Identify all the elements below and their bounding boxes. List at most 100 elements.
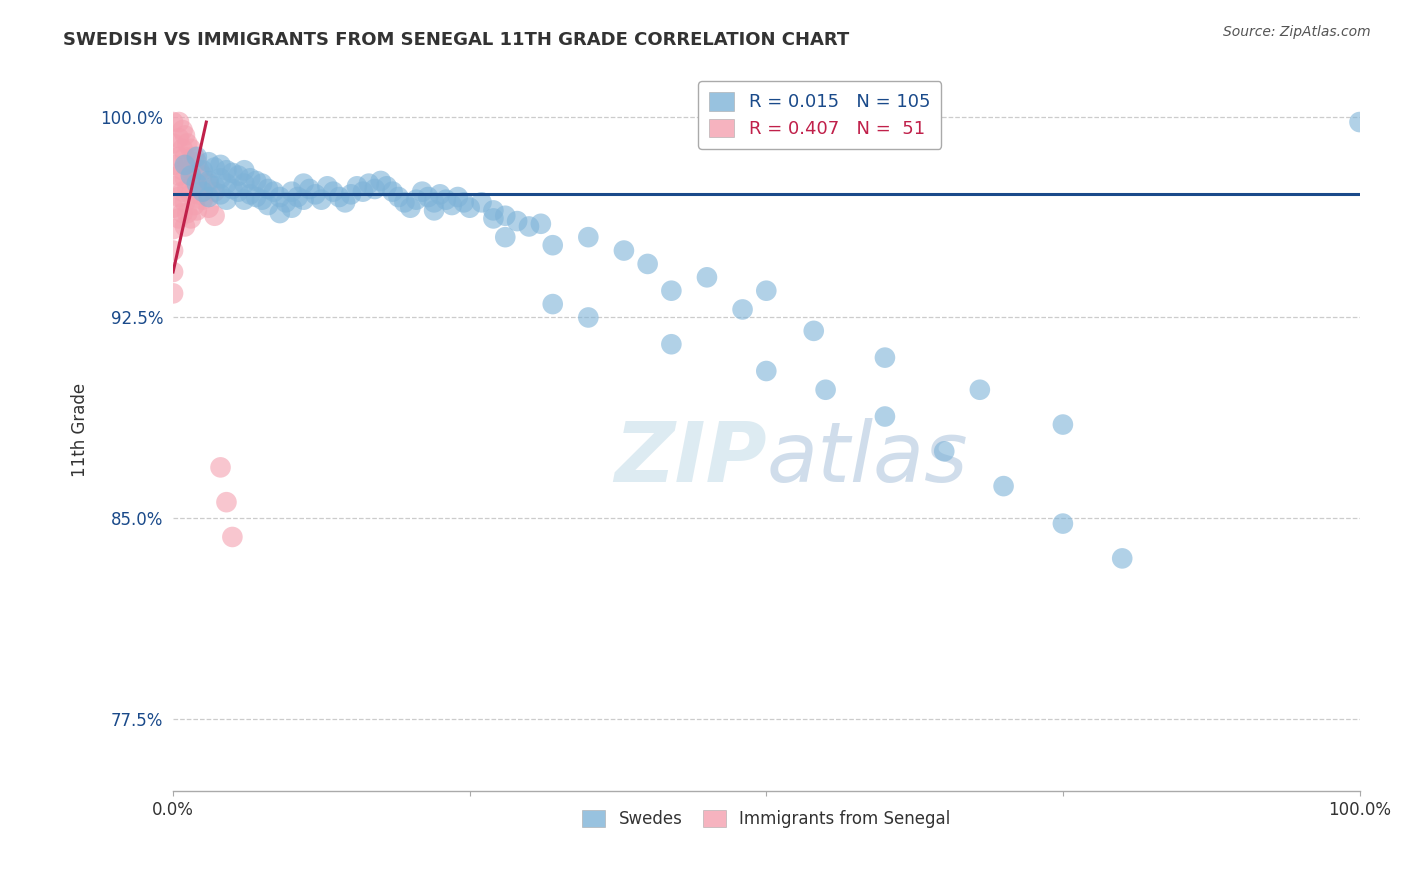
Point [292,193,315,207]
Point [197,155,219,169]
Point [394,195,416,210]
Point [186,203,208,218]
Point [167,190,190,204]
Point [333,195,356,210]
Point [233,163,256,178]
Y-axis label: 11th Grade: 11th Grade [72,383,89,477]
Point [172,123,194,137]
Point [221,166,243,180]
Point [167,169,190,183]
Point [176,182,198,196]
Point [186,155,208,169]
Point [221,530,243,544]
Point [287,190,309,204]
Point [162,244,184,258]
Point [576,310,599,325]
Point [399,201,422,215]
Point [239,187,262,202]
Point [661,284,683,298]
Point [269,206,291,220]
Point [530,217,553,231]
Point [482,203,505,218]
Point [423,203,446,218]
Point [180,142,202,156]
Point [245,174,267,188]
Point [1348,115,1371,129]
Point [215,177,238,191]
Point [405,193,427,207]
Point [470,195,492,210]
Point [814,383,837,397]
Point [180,163,202,178]
Point [239,171,262,186]
Point [755,364,778,378]
Point [172,142,194,156]
Point [221,182,243,196]
Point [494,209,516,223]
Point [197,190,219,204]
Point [375,179,398,194]
Point [228,185,250,199]
Point [167,115,190,129]
Point [191,169,214,183]
Point [541,297,564,311]
Point [340,187,363,202]
Point [993,479,1015,493]
Point [204,209,226,223]
Point [176,158,198,172]
Point [233,193,256,207]
Point [576,230,599,244]
Point [162,179,184,194]
Point [506,214,529,228]
Point [186,179,208,194]
Point [969,383,991,397]
Point [458,201,481,215]
Point [245,190,267,204]
Point [755,284,778,298]
Point [357,177,380,191]
Point [209,158,232,172]
Point [172,163,194,178]
Point [162,265,184,279]
Text: SWEDISH VS IMMIGRANTS FROM SENEGAL 11TH GRADE CORRELATION CHART: SWEDISH VS IMMIGRANTS FROM SENEGAL 11TH … [63,31,849,49]
Point [162,158,184,172]
Point [176,206,198,220]
Point [696,270,718,285]
Point [172,206,194,220]
Point [209,171,232,186]
Point [197,174,219,188]
Text: Source: ZipAtlas.com: Source: ZipAtlas.com [1223,25,1371,39]
Point [188,187,211,202]
Point [183,150,205,164]
Point [167,211,190,226]
Point [370,174,392,188]
Point [274,195,297,210]
Point [637,257,659,271]
Point [429,187,451,202]
Point [209,187,232,202]
Point [311,193,333,207]
Point [209,460,232,475]
Point [204,185,226,199]
Point [186,177,208,191]
Point [174,150,197,164]
Point [381,185,404,199]
Point [873,351,896,365]
Point [174,219,197,234]
Point [174,128,197,143]
Point [172,185,194,199]
Point [494,230,516,244]
Point [162,286,184,301]
Point [186,150,208,164]
Point [162,201,184,215]
Point [215,193,238,207]
Point [180,211,202,226]
Point [541,238,564,252]
Point [233,177,256,191]
Point [215,495,238,509]
Point [434,193,457,207]
Point [257,182,280,196]
Point [167,131,190,145]
Point [803,324,825,338]
Point [250,177,273,191]
